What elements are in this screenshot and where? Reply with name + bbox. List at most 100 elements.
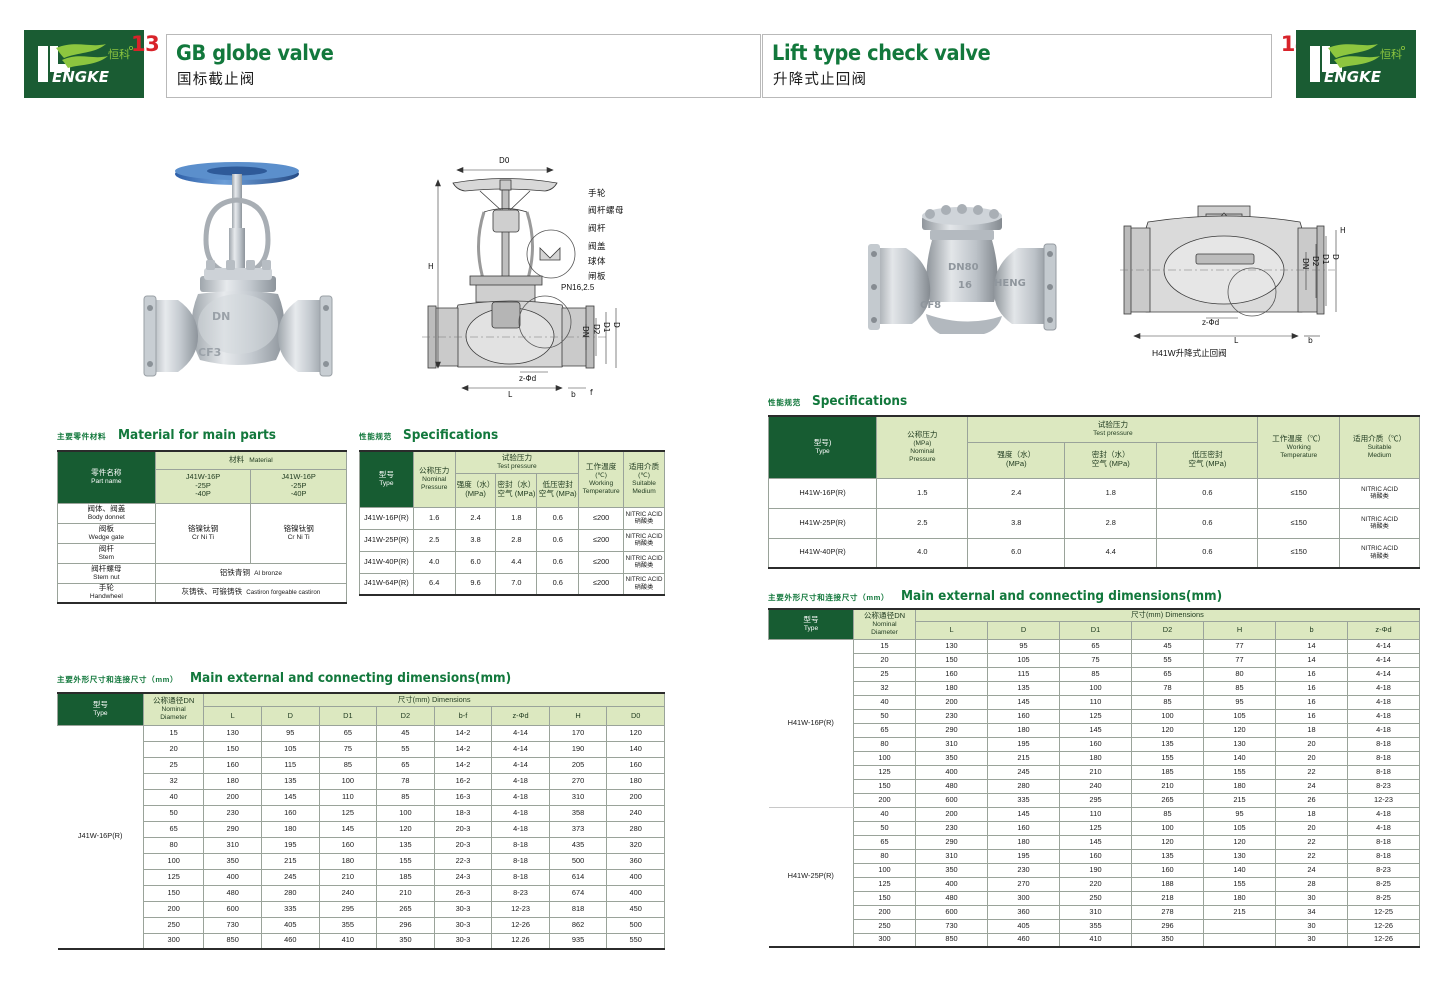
spec-nominal: 6.4 [412, 572, 456, 596]
dim-value: 45 [376, 724, 435, 742]
dim-b: b [571, 390, 576, 399]
dim-value: 310 [203, 836, 262, 854]
dim-value: 8-25 [1347, 890, 1420, 906]
dim-value: 100 [318, 772, 378, 790]
table-row: 250 730 405 355 296 30-3 12-26 862 500 [58, 916, 665, 934]
dim-l: L [508, 390, 513, 399]
dim-value: 210 [318, 868, 378, 886]
table-row: 150 480 300 250 218 180 30 8-25 [769, 890, 1420, 906]
dim-value: 850 [203, 932, 262, 950]
dim-value: 160 [261, 804, 320, 822]
spec-lowseal: 0.6 [536, 550, 580, 574]
dim-value: 160 [987, 820, 1060, 836]
col-medium-en1: Suitable [632, 479, 656, 487]
table-row: 200 600 335 295 265 215 26 12-23 [769, 792, 1420, 808]
dim-value: 100 [1059, 680, 1132, 696]
dim-value: 4-14 [491, 740, 550, 758]
spec-heading-en: Specifications [812, 394, 908, 409]
dim-value: 100 [1131, 708, 1204, 724]
dim-value: 16 [1275, 666, 1348, 682]
table-row: 125 400 245 210 185 24-3 8-18 614 400 [58, 868, 665, 886]
col-nominal-en2: Pressure [909, 455, 936, 463]
table-row: 200 600 360 310 278 215 34 12-25 [769, 904, 1420, 920]
dim-value: 135 [376, 836, 435, 854]
dim-value: 296 [376, 916, 435, 934]
dim-value: 125 [318, 804, 378, 822]
col-type-cn: 型号 [378, 469, 394, 479]
dim-value: 135 [1131, 736, 1204, 752]
dim-value: 170 [548, 724, 608, 742]
col-d1: D1 [318, 706, 378, 726]
hengke-logo-icon: 恒科 ENGKE [32, 38, 136, 90]
spec-temp: ≤200 [578, 506, 625, 530]
dim-d2b: D2 [592, 324, 601, 335]
dim-value: 95 [261, 724, 320, 742]
spec-temp: ≤200 [578, 572, 625, 596]
dim-value: 155 [1203, 876, 1276, 892]
dim-value: 160 [606, 756, 665, 774]
dim-d0: D0 [499, 156, 510, 165]
spec-medium-cn: 硝酸类 [1370, 552, 1389, 560]
dim-value: 30-3 [433, 932, 493, 950]
table-row: 阀杆螺母 Stem nut 铝铁青铜 Al bronze [57, 562, 348, 584]
dim-value: 75 [1059, 652, 1132, 668]
col-lowseal-cn2: 空气 (MPa) [1188, 459, 1227, 468]
dim-dn: DN [581, 326, 590, 338]
dim-dn: 125 [853, 764, 916, 780]
col-test-pressure-en: Test pressure [497, 462, 537, 470]
col-dn-en2: Diameter [871, 628, 898, 636]
dim-value: 16 [1275, 680, 1348, 696]
dim-dn: 200 [142, 900, 205, 918]
col-medium-cn: 适用介质（℃） [1353, 434, 1407, 443]
table-row: 50 230 160 125 100 105 20 4-18 [769, 820, 1420, 836]
dim-value: 125 [1059, 820, 1132, 836]
table-row: 20 150 105 75 55 14-2 4-14 190 140 [58, 740, 665, 758]
page-title-en-left: GB globe valve [176, 41, 334, 65]
right-dim-heading: 主要外形尺寸和连接尺寸（mm） Main external and connec… [768, 588, 1246, 604]
dim-value: 140 [1203, 750, 1276, 766]
spec-seal: 2.8 [495, 528, 538, 552]
dim-dn: 15 [142, 724, 205, 742]
table-row: 25 160 115 85 65 80 16 4-14 [769, 666, 1420, 682]
dim-value: 245 [261, 868, 320, 886]
spec-nominal: 1.5 [876, 477, 969, 509]
dim-value: 120 [1131, 834, 1204, 850]
table-row: 100 350 215 180 155 140 20 8-18 [769, 750, 1420, 766]
table-row: H41W-16P(R) 1.5 2.4 1.8 0.6 ≤150 NITRIC … [767, 477, 1420, 509]
spec-strength: 6.0 [454, 550, 497, 574]
dim-value: 160 [915, 666, 988, 682]
dim-value: 278 [1131, 904, 1204, 920]
dim-value: 4-18 [1347, 694, 1420, 710]
table-row: 50 230 160 125 100 105 16 4-18 [769, 708, 1420, 724]
dim-dn: 25 [853, 666, 916, 682]
svg-text:HENG: HENG [994, 278, 1026, 289]
stem-nut-value-cn: 铝铁青铜 [219, 567, 251, 577]
material-col-1-line2: -25P [195, 480, 211, 490]
dim-value: 20 [1275, 736, 1348, 752]
dim-value: 405 [987, 918, 1060, 934]
dim-value: 4-18 [1347, 680, 1420, 696]
dim-value: 55 [376, 740, 435, 758]
dim-value: 110 [1059, 806, 1132, 822]
dim-value: 22 [1275, 764, 1348, 780]
handwheel-value-en: Castiron forgeable castiron [246, 589, 321, 597]
dim-value: 155 [1203, 764, 1276, 780]
page-title-cn-right: 升降式止回阀 [773, 72, 868, 88]
dim-value: 155 [1131, 750, 1204, 766]
spec-lowseal: 0.6 [1156, 507, 1259, 539]
dim-value: 8-23 [491, 884, 550, 902]
dim-f: f [590, 388, 593, 397]
material-col-1-line3: -40P [195, 489, 211, 499]
spec-lowseal: 0.6 [536, 528, 580, 552]
table-row: 300 850 460 410 350 30-3 12.26 935 550 [58, 932, 665, 950]
col-seal-cn1: 密封（水） [1091, 450, 1130, 460]
dim-value: 218 [1131, 890, 1204, 906]
table-row: 100 350 215 180 155 22-3 8-18 500 360 [58, 852, 665, 870]
dim-value: 14-2 [433, 740, 493, 758]
dim-value: 400 [915, 876, 988, 892]
dim-value: 200 [915, 806, 988, 822]
spec-heading-en: Specifications [403, 428, 499, 443]
dim-dn: 300 [142, 932, 205, 950]
dim-value: 30 [1275, 890, 1348, 906]
spec-medium-en: NITRIC ACID [1361, 545, 1398, 553]
